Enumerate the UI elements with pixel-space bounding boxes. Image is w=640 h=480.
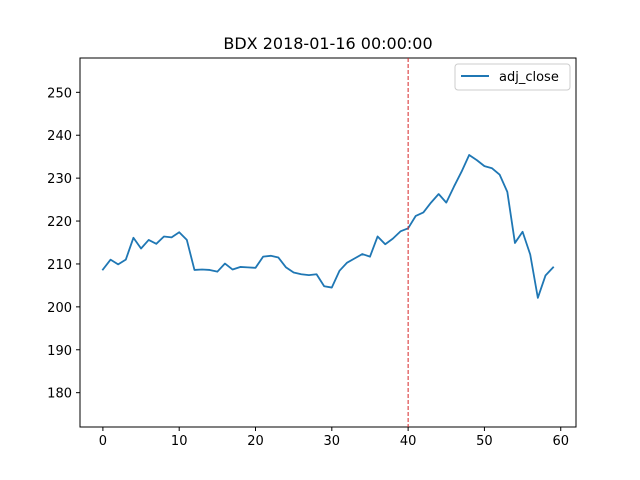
data-point [552,267,554,269]
y-tick-label: 210 [47,258,72,273]
data-point [224,263,226,265]
data-point [369,256,371,258]
data-point [140,248,142,250]
y-tick-label: 200 [47,301,72,316]
data-point [255,267,257,269]
data-point [415,215,417,217]
data-point [537,297,539,299]
data-point [194,269,196,271]
x-tick-label: 10 [171,434,188,449]
plot-area: 0 10 20 30 40 50 60 180 190 200 210 220 230 240 250 [47,57,577,449]
data-point [346,262,348,264]
data-point [529,254,531,256]
data-point [438,193,440,195]
data-point [476,159,478,161]
legend-box [454,63,571,91]
data-point [362,253,364,255]
data-point [453,186,455,188]
x-tick-label: 20 [247,434,264,449]
data-point [209,269,211,271]
data-point [293,272,295,274]
axes-frame [79,57,577,428]
data-point [285,267,287,269]
data-point [110,259,112,261]
data-point [499,174,501,176]
y-tick-label: 230 [47,172,72,187]
y-tick-label: 220 [47,215,72,230]
data-point [461,171,463,173]
data-point [102,269,104,271]
data-point [278,257,280,259]
data-point [522,231,524,233]
chart-title: BDX 2018-01-16 00:00:00 [223,34,432,53]
data-point [308,274,310,276]
data-point [117,264,119,266]
data-point [514,242,516,244]
data-point [201,269,203,271]
x-tick-label: 50 [476,434,493,449]
data-point [300,273,302,275]
data-point [270,255,272,257]
data-point [125,259,127,261]
data-point [423,212,425,214]
legend: adj_close [454,63,571,91]
data-point [133,237,135,239]
x-tick-label: 60 [552,434,569,449]
data-point [377,236,379,238]
data-point [445,202,447,204]
y-tick-label: 250 [47,86,72,101]
x-tick-label: 0 [99,434,107,449]
y-tick-label: 240 [47,129,72,144]
data-point [400,231,402,233]
legend-label-adj-close: adj_close [499,70,559,85]
data-point [148,239,150,241]
data-point [262,256,264,258]
data-point [316,273,318,275]
data-point [323,285,325,287]
data-point [384,243,386,245]
data-point [468,154,470,156]
data-point [163,236,165,238]
data-point [545,275,547,277]
data-point [171,237,173,239]
data-point [354,258,356,260]
data-point [484,165,486,167]
y-tick-label: 190 [47,344,72,359]
data-point [392,238,394,240]
data-point [217,271,219,273]
x-tick-label: 40 [400,434,417,449]
data-point [156,243,158,245]
data-point [178,231,180,233]
data-point [507,191,509,193]
series-line-adj-close [101,154,555,299]
data-point [247,267,249,269]
data-point [430,202,432,204]
data-point [491,167,493,169]
data-point [331,287,333,289]
y-tick-label: 180 [47,387,72,402]
x-tick-label: 30 [324,434,341,449]
data-point [339,270,341,272]
data-point [186,239,188,241]
data-point [232,269,234,271]
data-point [239,266,241,268]
